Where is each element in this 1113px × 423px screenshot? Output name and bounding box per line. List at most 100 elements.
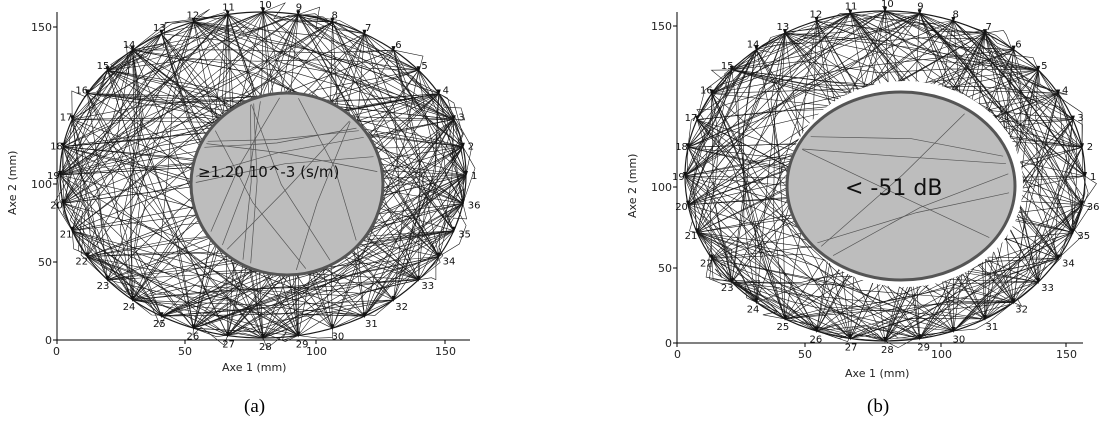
panel-b-ray	[696, 232, 732, 283]
panel-a-ray	[87, 256, 228, 336]
panel-b-ray	[1013, 49, 1059, 259]
panel-a-sensor-marker	[105, 66, 110, 73]
panel-a-sensor-label: 27	[222, 339, 235, 350]
panel-a-ray	[298, 6, 337, 30]
panel-b-ray	[684, 13, 851, 177]
panel-a-ray	[193, 21, 454, 120]
panel-a-ray	[298, 14, 455, 120]
panel-a-ray	[451, 119, 464, 204]
panel-b-ray	[953, 204, 1083, 332]
panel-a-ray	[132, 299, 394, 306]
panel-b-sensor-marker	[686, 200, 690, 207]
panel-a-sensor-label: 21	[60, 230, 73, 241]
panel-a-sensor-marker	[105, 275, 110, 282]
panel-b-inclusion-ray	[832, 173, 1009, 256]
panel-a-sensor-marker	[130, 46, 135, 53]
panel-b-sensor-label: 8	[953, 9, 959, 20]
panel-b-sensor-label: 14	[747, 40, 760, 51]
panel-a-rays	[54, 2, 476, 349]
panel-b-sensor-label: 33	[1041, 283, 1054, 294]
panel-a-inclusion-ray	[250, 103, 258, 264]
panel-b-ray	[754, 33, 786, 303]
panel-a-sensor-label: 10	[259, 0, 272, 11]
panel-b: < -51 dB 1234567891011121314151617181920…	[626, 0, 1100, 417]
panel-a-inclusion-ray	[222, 101, 261, 246]
panel-a-ray	[227, 174, 467, 336]
panel-b-ray	[711, 93, 786, 319]
panel-b-sensor-marker	[883, 337, 887, 343]
panel-a-ray	[71, 50, 133, 231]
panel-b-ray	[684, 13, 920, 177]
panel-b-sensor-label: 10	[881, 0, 894, 10]
panel-b-sensor-label: 11	[845, 2, 858, 13]
panel-a-sensor-marker	[191, 17, 196, 24]
panel-b-ray	[711, 69, 733, 94]
panel-a-ray	[132, 21, 194, 301]
panel-b-ray	[684, 175, 757, 303]
panel-a-ray	[193, 9, 228, 23]
panel-a-ray	[438, 93, 467, 176]
panel-a-sensor-marker	[261, 334, 265, 340]
panel-b-ray	[711, 69, 733, 94]
panel-b-ray	[919, 13, 1083, 205]
panel-a-ray	[364, 146, 464, 317]
panel-a-inclusion-ray	[226, 120, 350, 250]
panel-a-ray	[132, 279, 419, 301]
panel-a-sensor-marker	[330, 324, 335, 331]
panel-a-sensor-label: 11	[222, 3, 235, 14]
panel-a-sensor-marker	[362, 29, 367, 36]
panel-b-sensor-marker	[983, 314, 987, 321]
panel-b-sensor-label: 28	[881, 345, 894, 356]
panel-a-sensor-label: 9	[296, 3, 302, 14]
panel-a-x-tick-label: 0	[53, 345, 60, 358]
panel-b-sensor-label: 12	[810, 9, 823, 20]
panel-a-ray	[107, 70, 228, 336]
panel-a-sensor-marker	[362, 312, 367, 319]
panel-b-ray	[1072, 204, 1083, 233]
panel-b-ray	[756, 10, 886, 50]
panel-b-sensor-marker	[848, 334, 853, 341]
panel-b-sensor-label: 22	[700, 259, 713, 270]
panel-b-ray	[696, 49, 757, 233]
panel-b-sensor-label: 36	[1087, 202, 1100, 213]
panel-a-ray	[364, 174, 467, 317]
panel-b-ray	[711, 258, 954, 332]
panel-b-sensor-marker	[883, 7, 887, 13]
panel-b-sensor-label: 1	[1090, 172, 1096, 183]
panel-b-inclusion-rays	[802, 113, 1010, 256]
panel-b-ray	[711, 93, 786, 320]
panel-b-sensor-marker	[1070, 115, 1075, 122]
panel-a-sensor-label: 32	[395, 302, 408, 313]
panel-a-sensor-label: 23	[97, 281, 110, 292]
panel-a-y-tick-label: 150	[31, 21, 52, 34]
panel-a-ray	[438, 93, 465, 204]
panel-b-y-tick-label: 100	[651, 181, 672, 194]
panel-b-ray	[1037, 204, 1083, 283]
panel-a-ray	[193, 21, 419, 71]
panel-a-sensor-marker	[85, 89, 90, 96]
panel-a-sensor-label: 12	[187, 10, 200, 21]
panel-a-ray	[62, 33, 162, 204]
panel-a-ray	[71, 119, 96, 257]
panel-a-inclusion-ray	[251, 104, 331, 261]
panel-b-inclusion-ray	[810, 136, 1004, 157]
panel-a-ray	[63, 119, 73, 231]
panel-b-ray	[784, 13, 920, 34]
panel-a-ray	[59, 49, 133, 176]
panel-b-ray	[693, 119, 708, 233]
panel-a-ray	[438, 203, 464, 257]
panel-a-ray	[227, 299, 394, 336]
panel-b-ray	[884, 10, 1039, 71]
panel-a-sensor-marker	[85, 252, 90, 259]
panel-a-sensor-label: 13	[153, 23, 166, 34]
panel-a-ray	[192, 326, 228, 346]
panel-b-ray	[1035, 69, 1074, 233]
panel-a-sensor-marker	[61, 142, 66, 149]
panel-b-sensor-label: 2	[1087, 142, 1093, 153]
panel-a-ray	[71, 70, 108, 120]
panel-b-ray	[1081, 175, 1097, 205]
panel-b-ray	[816, 323, 851, 339]
panel-a-ray	[71, 230, 162, 317]
panel-b-sensor-label: 5	[1041, 61, 1047, 72]
panel-b-ray	[756, 12, 851, 53]
